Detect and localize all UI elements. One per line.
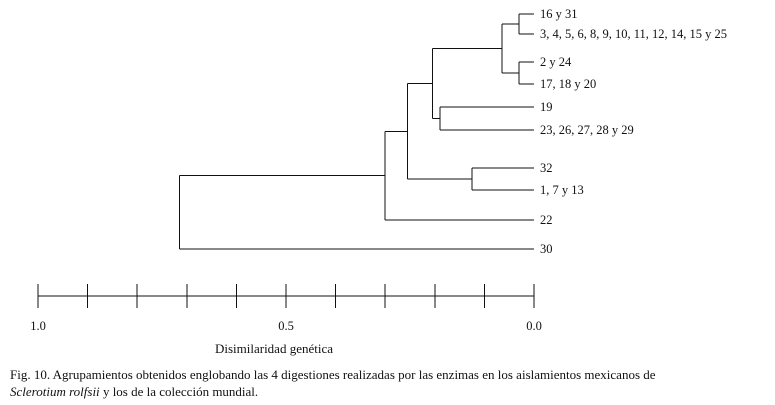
axis-title: Disimilaridad genética — [215, 341, 333, 356]
tick-label-0: 1.0 — [30, 319, 46, 333]
leaf-label-l8: 1, 7 y 13 — [540, 183, 584, 197]
dendrogram-branches — [178, 13, 534, 250]
leaf-label-l6: 23, 26, 27, 28 y 29 — [540, 123, 634, 137]
dissimilarity-axis — [37, 284, 535, 308]
leaf-label-l2: 3, 4, 5, 6, 8, 9, 10, 11, 12, 14, 15 y 2… — [540, 27, 727, 41]
leaf-labels: 16 y 31 3, 4, 5, 6, 8, 9, 10, 11, 12, 14,… — [540, 7, 727, 256]
leaf-label-l7: 32 — [540, 161, 553, 175]
leaf-label-l4: 17, 18 y 20 — [540, 77, 596, 91]
leaf-label-l9: 22 — [540, 213, 553, 227]
tick-label-1: 0.5 — [278, 319, 294, 333]
caption-species: Sclerotium rolfsii — [10, 384, 100, 399]
leaf-label-l10: 30 — [540, 242, 553, 256]
axis-tick-labels: 1.0 0.5 0.0 — [30, 319, 542, 333]
figure-caption: Fig. 10. Agrupamientos obtenidos engloba… — [10, 366, 770, 400]
leaf-label-l3: 2 y 24 — [540, 55, 572, 69]
leaf-label-l5: 19 — [540, 100, 553, 114]
caption-prefix: Fig. 10. Agrupamientos obtenidos engloba… — [10, 367, 656, 382]
caption-suffix: y los de la colección mundial. — [99, 384, 259, 399]
leaf-label-l1: 16 y 31 — [540, 7, 578, 21]
tick-label-2: 0.0 — [526, 319, 542, 333]
